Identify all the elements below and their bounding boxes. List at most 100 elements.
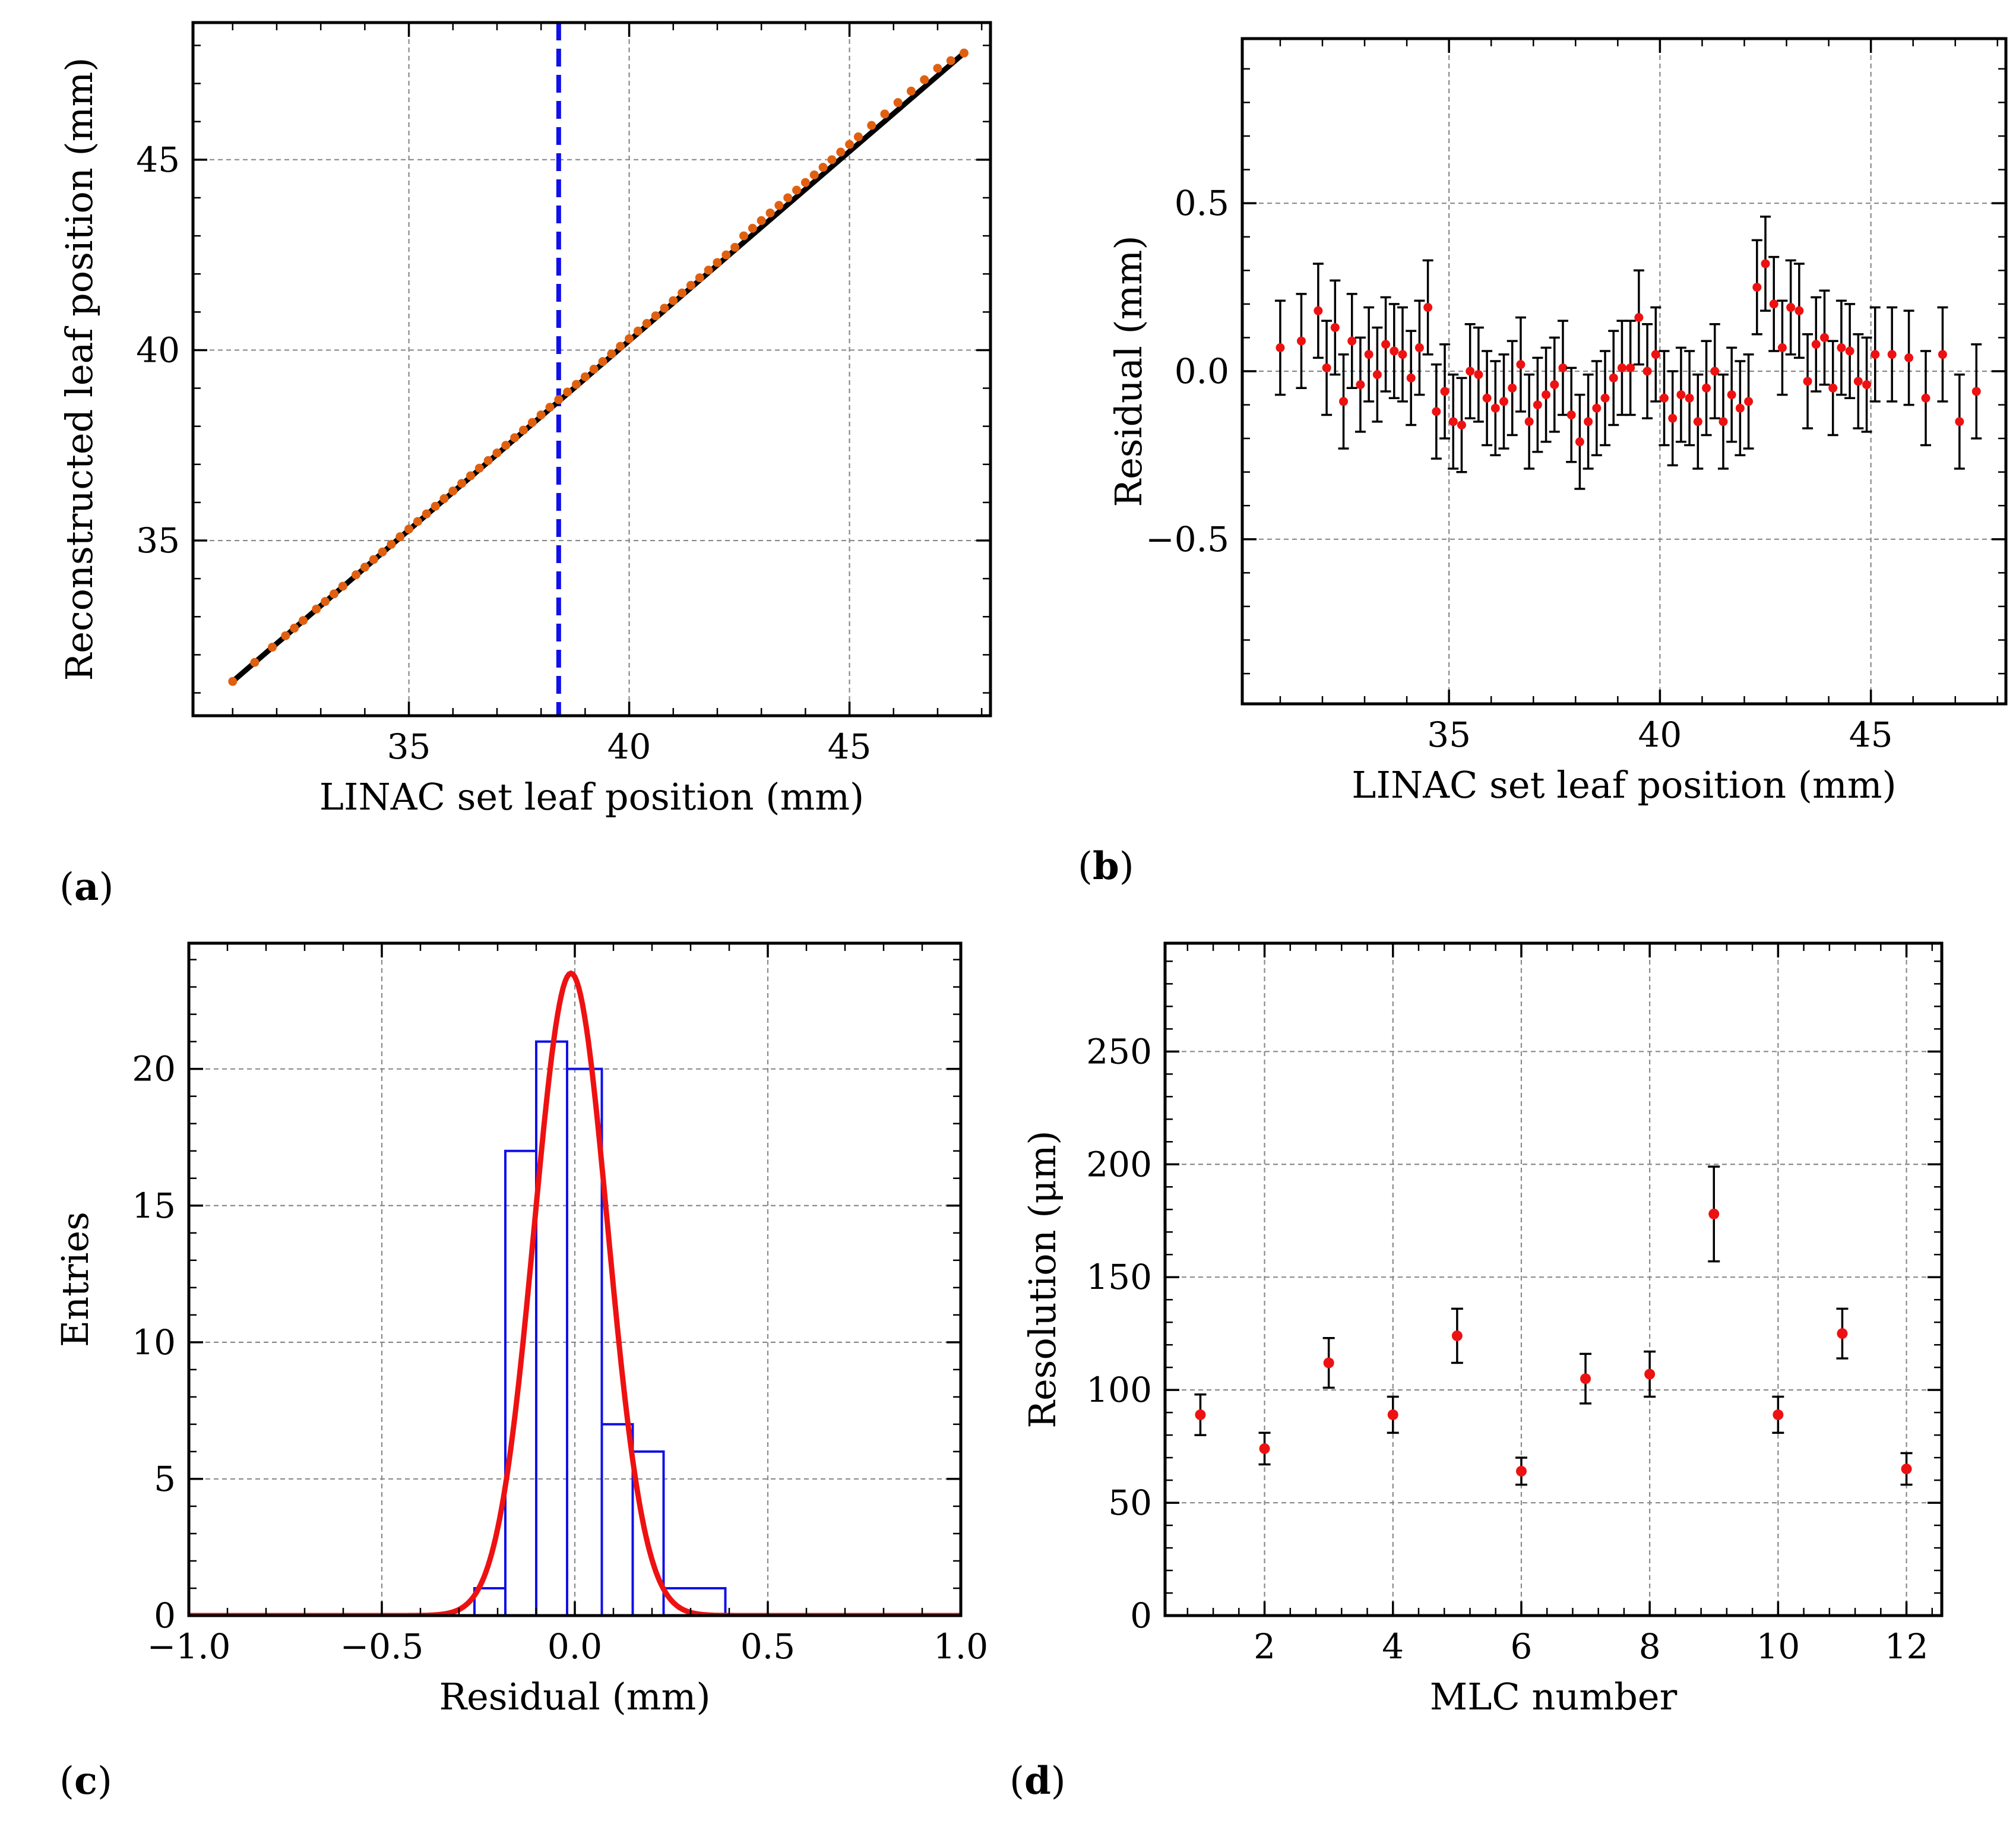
data-point bbox=[1195, 1409, 1206, 1420]
data-point bbox=[1761, 259, 1770, 268]
data-point bbox=[1773, 1409, 1784, 1420]
x-tick-label: 45 bbox=[1849, 715, 1893, 755]
y-tick-label: 45 bbox=[136, 140, 180, 180]
data-point bbox=[1795, 306, 1804, 315]
x-tick-label: 10 bbox=[1756, 1626, 1800, 1667]
x-axis-title: LINAC set leaf position (mm) bbox=[319, 775, 864, 818]
data-point bbox=[1971, 387, 1981, 396]
data-point bbox=[589, 365, 599, 374]
data-point bbox=[1592, 403, 1602, 413]
data-point bbox=[809, 170, 819, 179]
data-point bbox=[880, 109, 890, 119]
data-point bbox=[1474, 370, 1483, 380]
data-point bbox=[959, 48, 969, 58]
data-layer bbox=[1194, 1165, 1913, 1486]
data-point bbox=[1372, 370, 1382, 380]
data-point bbox=[1296, 336, 1306, 346]
data-point bbox=[1828, 383, 1838, 393]
data-point bbox=[1777, 343, 1787, 352]
data-point bbox=[492, 448, 502, 458]
data-point bbox=[1542, 390, 1551, 400]
data-point bbox=[1819, 333, 1829, 342]
data-point bbox=[1533, 400, 1542, 410]
histogram-outline bbox=[189, 1040, 961, 1616]
data-point bbox=[1515, 1465, 1527, 1477]
data-point bbox=[946, 56, 955, 65]
data-point bbox=[633, 326, 643, 336]
data-point bbox=[1558, 363, 1568, 372]
panel-a-scatter-fit: 35 40 45 35 40 45 LINAC set leaf position (mm)… bbox=[58, 21, 992, 818]
data-point bbox=[1626, 363, 1635, 372]
data-point bbox=[642, 319, 651, 328]
data-point bbox=[510, 433, 520, 443]
x-tick-label: 0.0 bbox=[547, 1626, 602, 1667]
x-axis-title: LINAC set leaf position (mm) bbox=[1352, 763, 1896, 807]
data-point bbox=[1387, 1409, 1398, 1420]
data-point bbox=[1432, 407, 1441, 416]
data-point bbox=[1457, 421, 1466, 430]
y-tick-label: 200 bbox=[1086, 1144, 1152, 1184]
data-point bbox=[1580, 1373, 1591, 1385]
data-point bbox=[1390, 346, 1399, 356]
data-point bbox=[1921, 393, 1930, 403]
x-tick-label: 6 bbox=[1510, 1626, 1532, 1667]
data-point bbox=[695, 273, 704, 283]
data-point bbox=[1853, 377, 1863, 386]
gaussian-fit-curve bbox=[189, 970, 961, 1616]
y-tick-label: 0.0 bbox=[1175, 351, 1229, 391]
x-tick-label: 45 bbox=[828, 726, 872, 767]
data-point bbox=[448, 486, 458, 496]
data-point bbox=[554, 395, 564, 404]
data-point bbox=[431, 501, 440, 511]
ticks bbox=[193, 23, 990, 716]
data-point bbox=[1744, 397, 1754, 406]
data-point bbox=[1314, 306, 1323, 315]
data-point bbox=[1710, 366, 1720, 376]
data-point bbox=[281, 631, 290, 640]
x-tick-label: 4 bbox=[1382, 1626, 1404, 1667]
data-point bbox=[290, 624, 299, 633]
data-point bbox=[1685, 393, 1694, 403]
y-tick-label: 0.5 bbox=[1175, 183, 1229, 223]
data-point bbox=[572, 380, 581, 389]
data-point bbox=[1575, 437, 1584, 447]
data-point bbox=[1904, 353, 1914, 362]
data-point bbox=[1862, 380, 1872, 390]
data-point bbox=[933, 64, 942, 73]
data-point bbox=[404, 524, 414, 534]
data-point bbox=[1702, 383, 1711, 393]
y-tick-label: 0 bbox=[1130, 1595, 1152, 1636]
data-point bbox=[228, 677, 238, 686]
data-point bbox=[1955, 417, 1964, 426]
data-point bbox=[1837, 343, 1846, 352]
panel-d-caption: (d) bbox=[1009, 1759, 1066, 1803]
panel-a-letter: a bbox=[74, 865, 99, 909]
panel-a-caption: (a) bbox=[59, 865, 113, 909]
tick-labels: 35 40 45 35 40 45 bbox=[136, 140, 871, 767]
x-tick-label: 2 bbox=[1254, 1626, 1276, 1667]
x-tick-label: 1.0 bbox=[933, 1626, 988, 1667]
data-point bbox=[713, 258, 722, 267]
y-axis-title: Resolution (μm) bbox=[1021, 1130, 1064, 1428]
ticks bbox=[188, 943, 962, 1617]
y-tick-label: 50 bbox=[1108, 1483, 1152, 1523]
data-point bbox=[1803, 377, 1812, 386]
y-axis-title: Residual (mm) bbox=[1107, 235, 1150, 507]
data-layer bbox=[1274, 216, 1982, 490]
ticks bbox=[1242, 39, 2006, 704]
data-point bbox=[1330, 323, 1340, 332]
plot-frame bbox=[191, 21, 992, 718]
y-axis-title: Reconstructed leaf position (mm) bbox=[58, 58, 101, 681]
data-point bbox=[1423, 303, 1433, 312]
data-point bbox=[1811, 340, 1821, 349]
data-point bbox=[457, 479, 467, 488]
data-point bbox=[800, 178, 810, 187]
x-tick-label: −1.0 bbox=[147, 1626, 231, 1667]
data-point bbox=[1451, 1330, 1463, 1341]
data-point bbox=[1347, 336, 1357, 346]
y-tick-label: 10 bbox=[132, 1322, 176, 1363]
ticks bbox=[1165, 943, 1942, 1617]
data-point bbox=[536, 410, 546, 419]
data-point bbox=[1600, 393, 1610, 403]
data-point bbox=[1566, 410, 1576, 420]
